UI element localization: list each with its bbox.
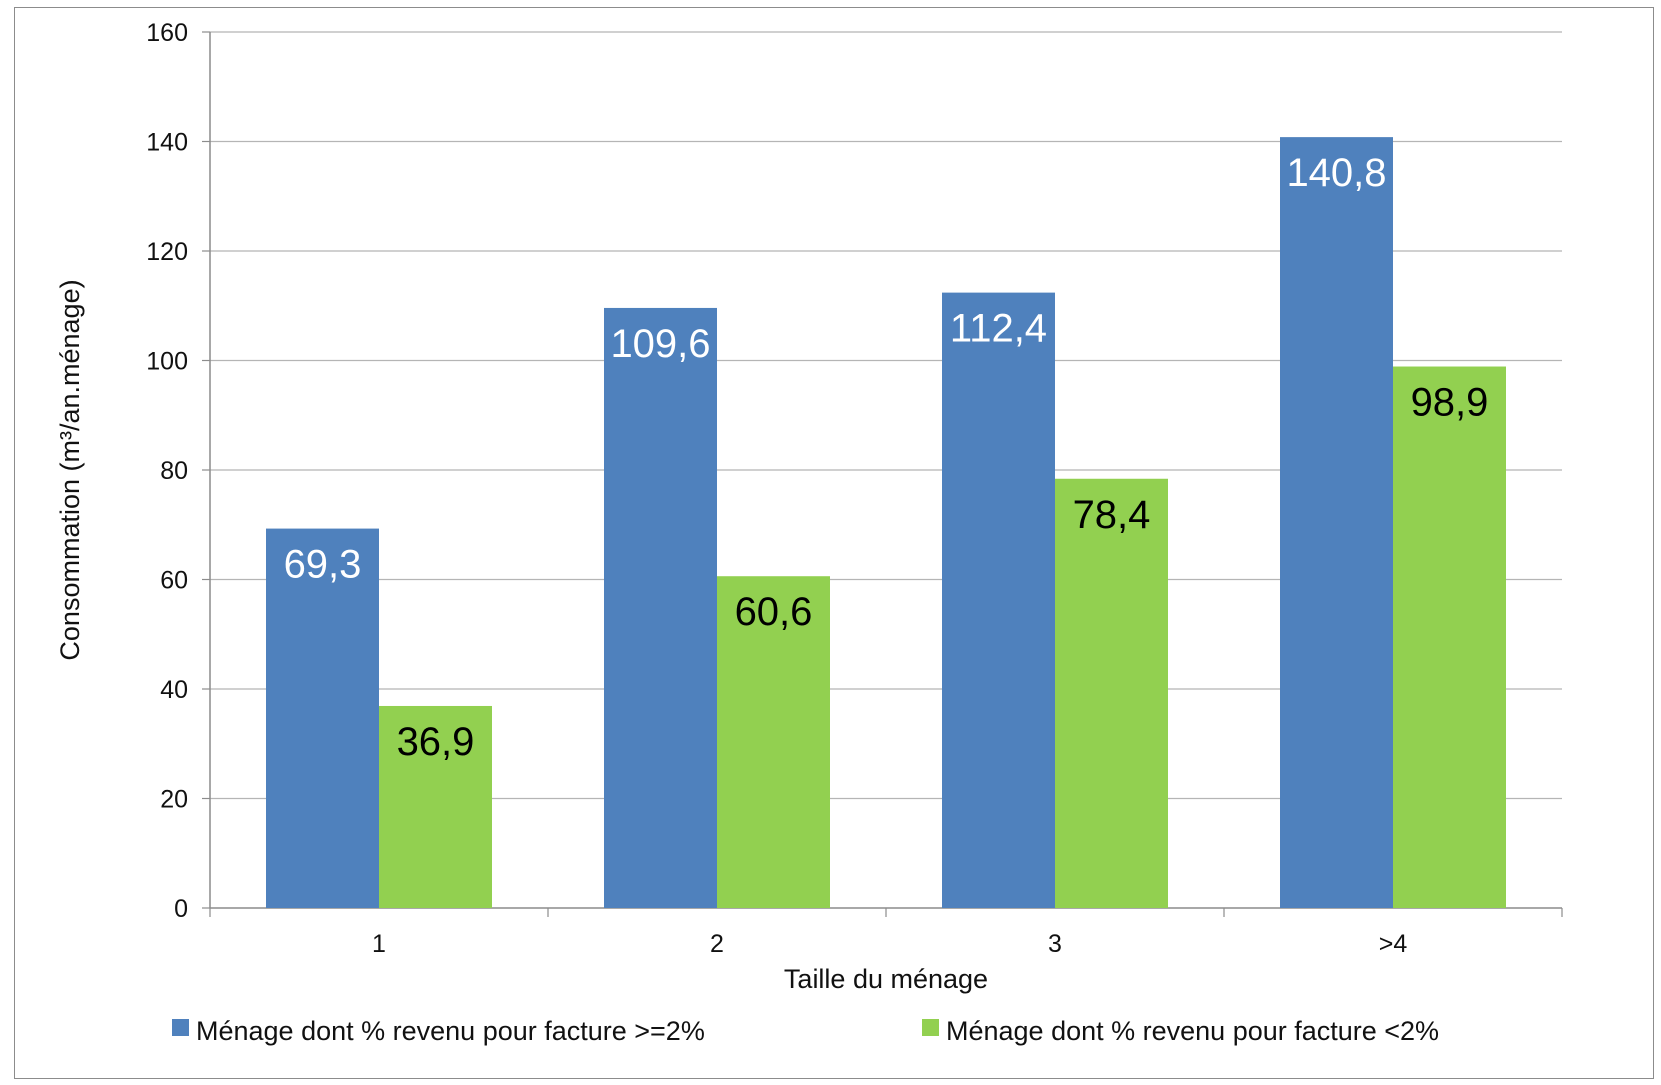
- y-tick-label: 40: [160, 676, 188, 704]
- data-label: 36,9: [397, 720, 475, 764]
- bar: [1280, 137, 1393, 908]
- y-tick-label: 80: [160, 457, 188, 485]
- data-label: 112,4: [950, 307, 1047, 351]
- bar: [266, 528, 379, 908]
- y-tick-label: 120: [146, 238, 188, 266]
- data-label: 60,6: [735, 590, 813, 634]
- legend-swatch: [172, 1019, 189, 1036]
- bar: [717, 576, 830, 908]
- x-tick-label: 3: [1048, 930, 1062, 958]
- legend-label: Ménage dont % revenu pour facture >=2%: [196, 1016, 705, 1046]
- y-tick-label: 160: [146, 19, 188, 47]
- y-tick-label: 140: [146, 129, 188, 157]
- legend-swatch: [922, 1019, 939, 1036]
- y-axis-title: Consommation (m³/an.ménage): [55, 279, 85, 660]
- y-tick-label: 100: [146, 348, 188, 376]
- data-label: 78,4: [1073, 493, 1151, 537]
- x-tick-label: 1: [372, 930, 386, 958]
- x-tick-label: 2: [710, 930, 724, 958]
- data-label: 69,3: [284, 543, 362, 587]
- legend-label: Ménage dont % revenu pour facture <2%: [946, 1016, 1439, 1046]
- y-tick-label: 60: [160, 567, 188, 595]
- x-axis-title: Taille du ménage: [784, 964, 988, 994]
- bar: [379, 705, 492, 908]
- bar: [942, 292, 1055, 908]
- x-tick-label: >4: [1379, 930, 1408, 958]
- data-label: 140,8: [1286, 151, 1386, 195]
- y-tick-label: 0: [174, 895, 188, 923]
- data-label: 98,9: [1411, 381, 1489, 425]
- bar: [1055, 478, 1168, 908]
- y-tick-label: 20: [160, 786, 188, 814]
- data-label: 109,6: [610, 322, 710, 366]
- bar: [1393, 366, 1506, 909]
- bar: [604, 307, 717, 908]
